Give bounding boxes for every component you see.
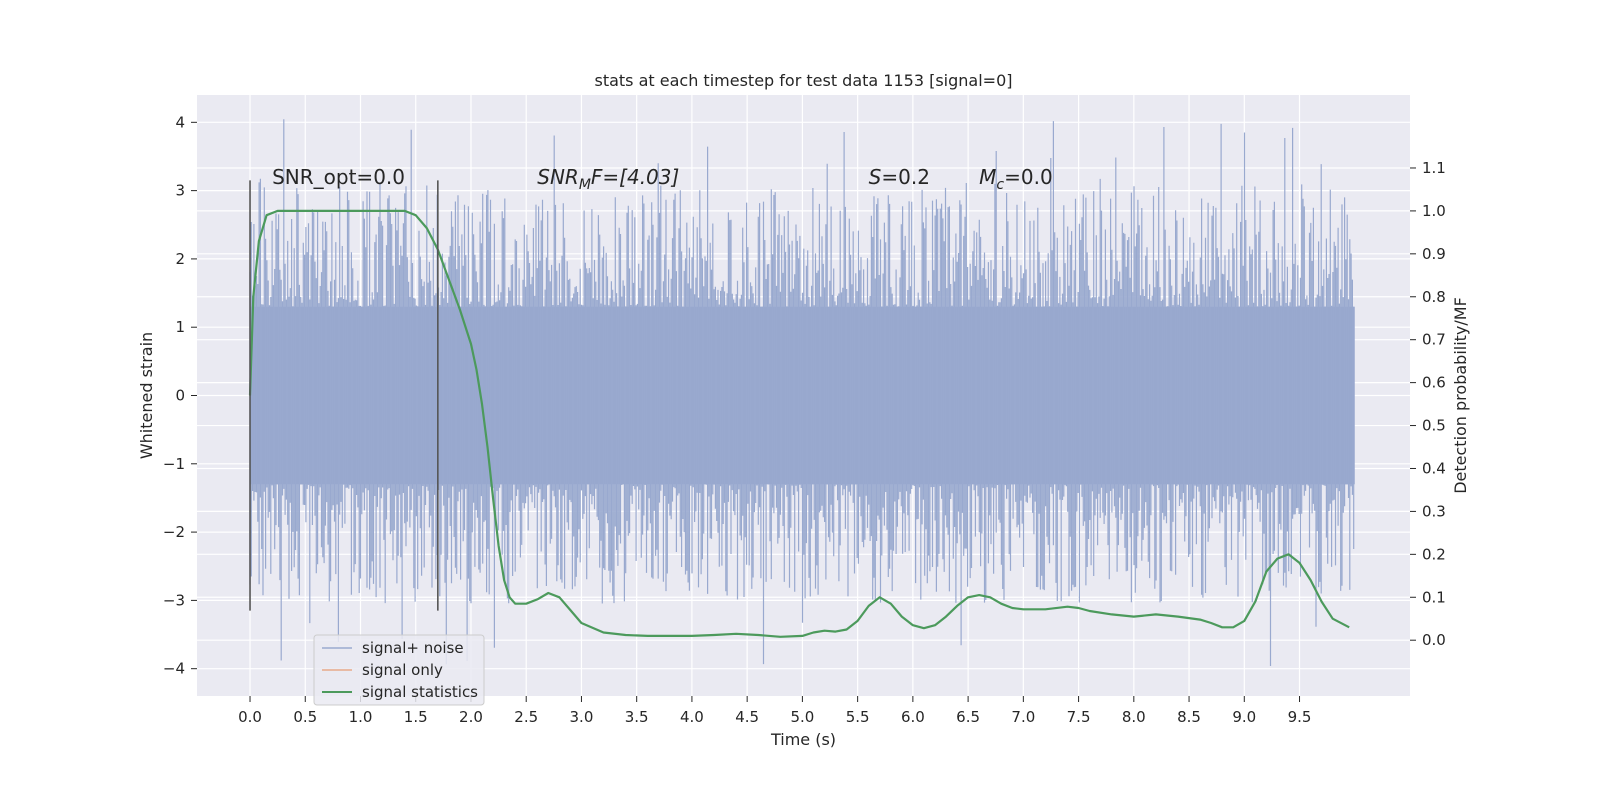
legend-label-signal-statistics: signal statistics (362, 683, 478, 701)
y2-axis-label: Detection probability/MF (1451, 297, 1470, 494)
y2-tick-label: 0.3 (1422, 502, 1446, 520)
x-tick-label: 8.0 (1122, 708, 1146, 726)
x-tick-label: 1.5 (404, 708, 428, 726)
x-tick-label: 2.5 (514, 708, 538, 726)
y2-tick-label: 0.7 (1422, 331, 1446, 349)
annotation-s: S=0.2 (869, 165, 930, 189)
annotation-snr-mf-suffix: F=[4.03] (591, 165, 679, 189)
y2-tick-label: 0.8 (1422, 288, 1446, 306)
x-tick-label: 4.0 (680, 708, 704, 726)
x-tick-label: 1.0 (349, 708, 373, 726)
x-tick-label: 9.5 (1288, 708, 1312, 726)
annotation-snr-opt: SNR_opt=0.0 (272, 165, 405, 189)
x-tick-label: 7.0 (1011, 708, 1035, 726)
legend: signal+ noise signal only signal statist… (313, 634, 485, 706)
annotation-snr-mf-sub: M (579, 177, 591, 193)
data-layer (248, 119, 1355, 666)
marker-layer (249, 180, 439, 611)
y-tick-label: 2 (175, 250, 185, 268)
y-tick-label: 1 (175, 318, 185, 336)
x-tick-label: 3.0 (570, 708, 594, 726)
y2-tick-label: 1.1 (1422, 159, 1446, 177)
y2-tick-label: 0.5 (1422, 417, 1446, 435)
y-axis-label: Whitened strain (137, 332, 156, 459)
y-tick-label: −1 (163, 455, 185, 473)
x-tick-label: 8.5 (1177, 708, 1201, 726)
legend-label-signal-noise: signal+ noise (362, 639, 464, 657)
annotation-mc-sub: c (996, 177, 1004, 193)
y2-tick-label: 0.4 (1422, 459, 1446, 477)
y-tick-label: 4 (175, 113, 185, 131)
y-tick-label: −2 (163, 523, 185, 541)
x-tick-label: 5.5 (846, 708, 870, 726)
x-tick-label: 6.5 (956, 708, 980, 726)
y-tick-label: −3 (163, 591, 185, 609)
y2-tick-label: 1.0 (1422, 202, 1446, 220)
y2-tick-label: 0.9 (1422, 245, 1446, 263)
x-tick-label: 7.5 (1067, 708, 1091, 726)
y2-tick-label: 0.0 (1422, 631, 1446, 649)
x-tick-label: 2.0 (459, 708, 483, 726)
x-tick-label: 9.0 (1232, 708, 1256, 726)
y2-tick-label: 0.2 (1422, 545, 1446, 563)
legend-box (313, 634, 485, 706)
x-tick-label: 6.0 (901, 708, 925, 726)
annotation-snr-mf: SNRMF=[4.03] (537, 165, 679, 193)
y-tick-label: 0 (175, 387, 185, 405)
annotation-mc-name: M (979, 165, 996, 189)
x-tick-label: 3.5 (625, 708, 649, 726)
x-tick-label: 4.5 (735, 708, 759, 726)
x-tick-label: 0.5 (293, 708, 317, 726)
x-axis-label: Time (s) (770, 730, 836, 749)
legend-label-signal-only: signal only (362, 661, 443, 679)
chart-title: stats at each timestep for test data 115… (594, 71, 1012, 90)
y2-tick-label: 0.1 (1422, 588, 1446, 606)
axes-layer: 0.0 0.5 1.0 1.5 2.0 2.5 3.0 3.5 4.0 4.5 5.0 5.5 6.0 6… (163, 113, 1446, 726)
annotation-mc-value: =0.0 (1004, 165, 1053, 189)
annotation-s-name: S (869, 165, 882, 189)
y-tick-label: 3 (175, 182, 185, 200)
signal-statistics-line (248, 209, 1350, 638)
annotation-s-value: =0.2 (881, 165, 930, 189)
x-tick-label: 5.0 (790, 708, 814, 726)
annotation-snr-mf-prefix: SNR (537, 165, 579, 189)
y-tick-label: −4 (163, 660, 185, 678)
x-tick-label: 0.0 (238, 708, 262, 726)
y2-tick-label: 0.6 (1422, 374, 1446, 392)
annotation-mc: Mc=0.0 (979, 165, 1053, 193)
